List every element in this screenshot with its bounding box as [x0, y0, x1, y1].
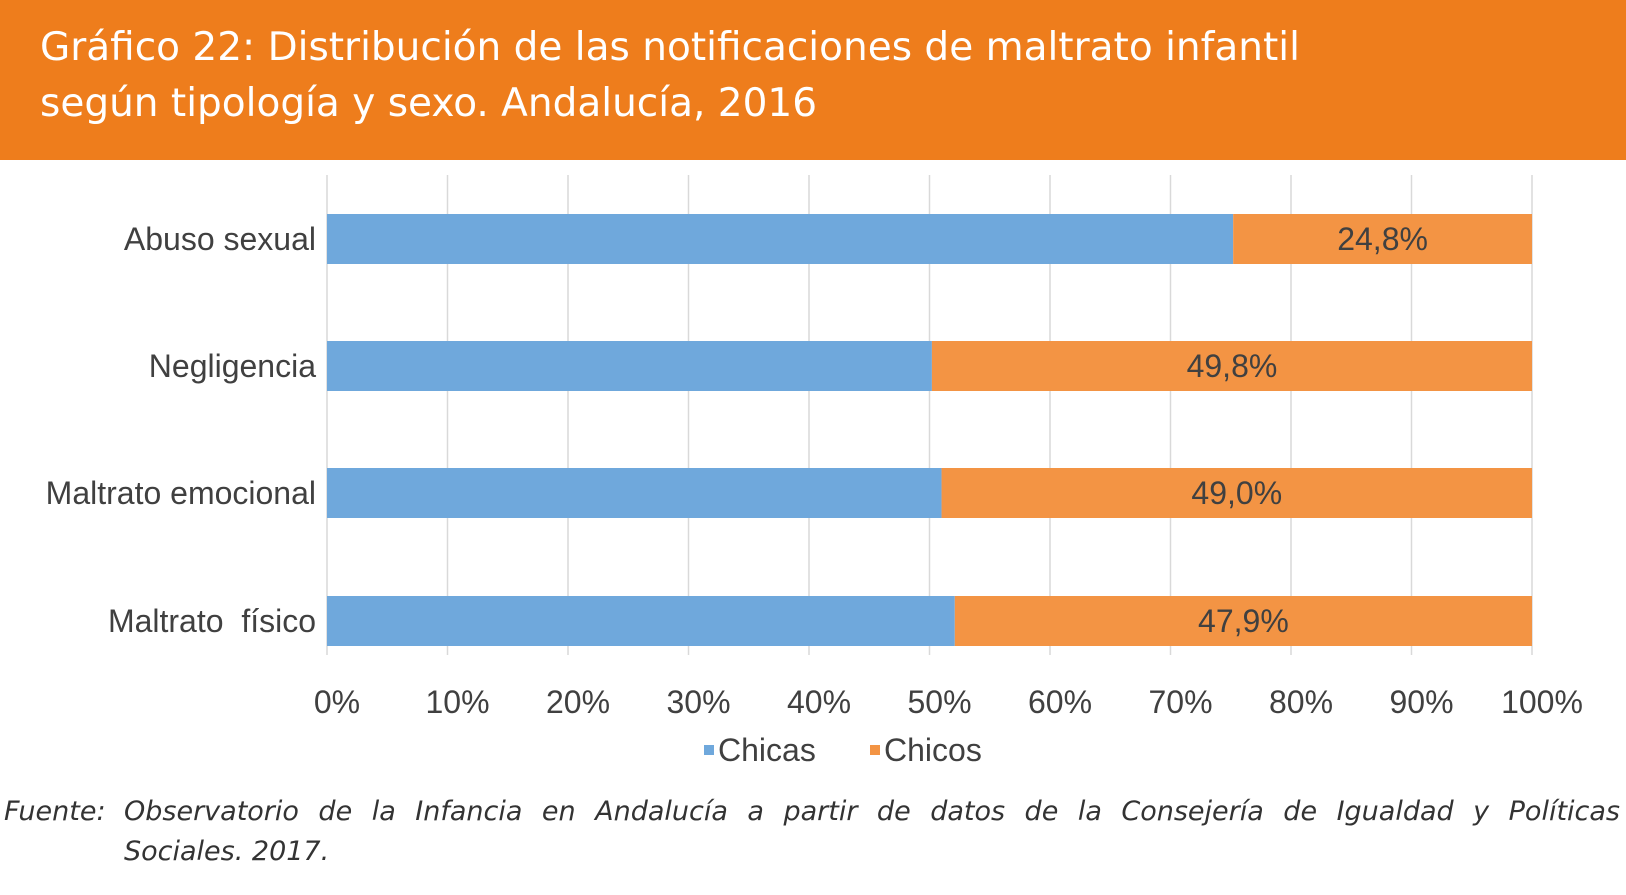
- bar-chicos: [941, 468, 1532, 518]
- source-note: Fuente: Observatorio de la Infancia en A…: [4, 792, 1620, 872]
- x-tick-label: 50%: [907, 684, 971, 720]
- bar-chicas: [327, 214, 1234, 264]
- data-label: 49,8%: [1187, 348, 1278, 384]
- legend-marker-chicos: [870, 745, 880, 755]
- data-label: 49,0%: [1191, 475, 1282, 511]
- bar-chicos: [931, 341, 1532, 391]
- chart-title-line-2: según tipología y sexo. Andalucía, 2016: [40, 81, 818, 126]
- x-tick-label: 0%: [314, 684, 360, 720]
- x-tick-label: 90%: [1389, 684, 1453, 720]
- source-text-line-2: Sociales. 2017.: [124, 836, 330, 867]
- bar-chicas: [327, 341, 932, 391]
- stacked-bar-chart: 0% 10% 20% 30% 40% 50% 60% 70% 80% 90% 100% Abuso s…: [46, 175, 1583, 768]
- data-label: 47,9%: [1198, 603, 1289, 639]
- x-tick-label: 80%: [1269, 684, 1333, 720]
- bar-chicos: [1233, 214, 1532, 264]
- source-label: Fuente:: [4, 796, 106, 827]
- legend-marker-chicas: [704, 745, 714, 755]
- bar-chicas: [327, 468, 942, 518]
- x-tick-label: 10%: [425, 684, 489, 720]
- x-tick-label: 40%: [787, 684, 851, 720]
- x-tick-label: 20%: [546, 684, 610, 720]
- legend-label-chicas: Chicas: [718, 732, 816, 768]
- bar-chicos: [954, 596, 1532, 646]
- chart-title-line-1: Gráfico 22: Distribución de las notifica…: [40, 25, 1300, 70]
- category-label: Maltrato físico: [108, 603, 316, 639]
- bar-chicas: [327, 596, 955, 646]
- x-tick-label: 30%: [666, 684, 730, 720]
- data-label: 24,8%: [1337, 221, 1428, 257]
- x-tick-label: 70%: [1148, 684, 1212, 720]
- category-label: Abuso sexual: [124, 221, 316, 257]
- chart-title-banner: Gráfico 22: Distribución de las notifica…: [0, 0, 1626, 160]
- legend-label-chicos: Chicos: [884, 732, 982, 768]
- x-tick-label: 60%: [1028, 684, 1092, 720]
- source-text-line-1: Observatorio de la Infancia en Andalucía…: [124, 796, 1620, 827]
- x-tick-label: 100%: [1501, 684, 1583, 720]
- category-label: Negligencia: [149, 348, 316, 384]
- category-label: Maltrato emocional: [46, 475, 316, 511]
